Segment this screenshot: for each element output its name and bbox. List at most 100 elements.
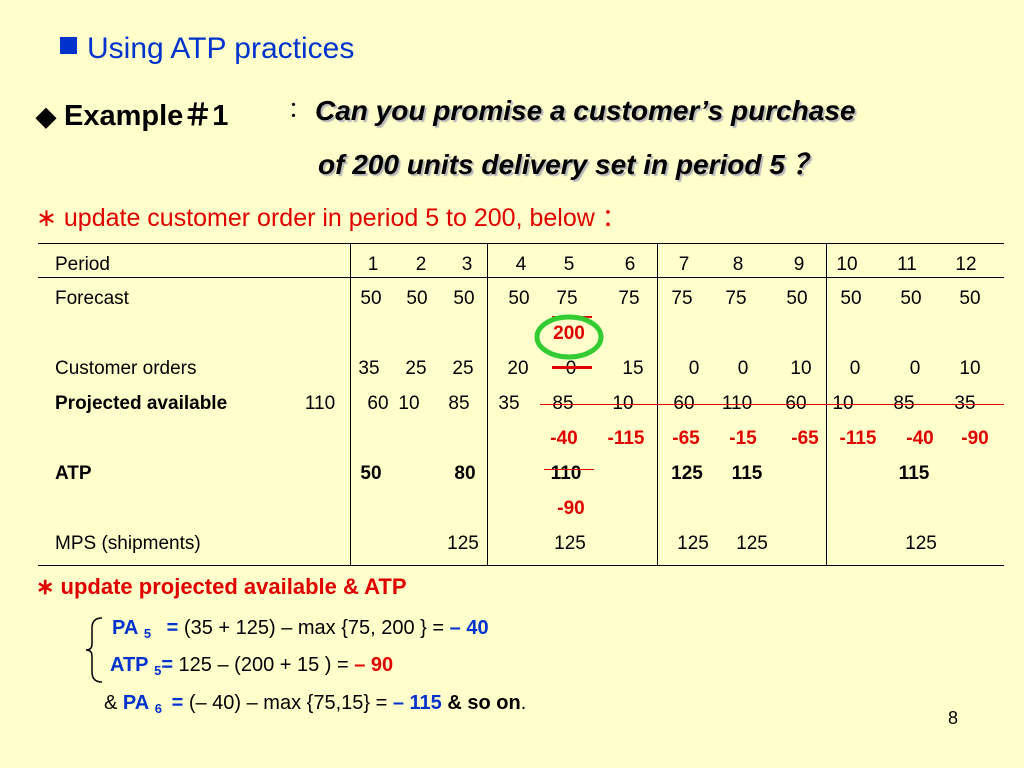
row-label-period: Period — [55, 254, 110, 275]
projected-updated-cell: -40 — [906, 428, 934, 449]
customer-order-cell: 10 — [790, 358, 812, 379]
period-cell: 8 — [732, 254, 744, 275]
slide-title-text: Using ATP practices — [87, 32, 355, 65]
equation-pa5: PA 5 = (35 + 125) – max {75, 200 } = – 4… — [112, 617, 489, 641]
forecast-cell: 75 — [671, 288, 693, 309]
projected-updated-cell: -15 — [729, 428, 757, 449]
customer-order-cell: 0 — [737, 358, 749, 379]
forecast-cell: 50 — [406, 288, 428, 309]
customer-order-cell: 25 — [405, 358, 427, 379]
square-bullet-icon — [60, 37, 77, 54]
eq-equals: = — [161, 654, 173, 676]
projected-cell: 110 — [721, 393, 753, 414]
mps-cell: 125 — [554, 533, 586, 554]
projected-cell: 35 — [498, 393, 520, 414]
atp-strike — [544, 469, 594, 470]
atp-cell: 50 — [360, 463, 382, 484]
eq-period: . — [520, 692, 527, 714]
projected-cell: 85 — [448, 393, 470, 414]
update-note-1: ∗ update customer order in period 5 to 2… — [36, 204, 627, 232]
period-cell: 9 — [793, 254, 805, 275]
projected-cell: 10 — [832, 393, 854, 414]
eq-result: – 90 — [354, 654, 394, 676]
projected-cell: 85 — [552, 393, 574, 414]
projected-updated-cell: -115 — [839, 428, 877, 449]
mps-cell: 125 — [736, 533, 768, 554]
eq-body: (35 + 125) – max {75, 200 } = — [178, 617, 450, 639]
forecast-cell: 50 — [840, 288, 862, 309]
example-label-text: Example＃1 — [64, 100, 229, 132]
period-cell: 4 — [515, 254, 527, 275]
customer-order-cell: 0 — [566, 358, 577, 380]
eq-body: 125 – (200 + 15 ) = — [173, 654, 355, 676]
eq-equals: = — [166, 617, 179, 639]
eq-result: – 40 — [449, 617, 489, 639]
table-top-rule — [38, 243, 1004, 244]
period-cell: 1 — [367, 254, 379, 275]
col-divider — [350, 243, 351, 565]
atp-cell: 80 — [454, 463, 476, 484]
table-bottom-rule — [38, 565, 1004, 566]
example-label: ◆ Example＃1 — [36, 92, 228, 134]
left-brace-icon — [85, 617, 103, 683]
projected-cell: 10 — [612, 393, 634, 414]
equation-pa6: & PA 6 = (– 40) – max {75,15} = – 115 & … — [104, 692, 526, 716]
projected-cell: 85 — [893, 393, 915, 414]
customer-order-cell: 10 — [959, 358, 981, 379]
forecast-cell: 75 — [556, 288, 578, 309]
forecast-cell: 75 — [618, 288, 640, 309]
atp-cell: 115 — [731, 463, 763, 484]
projected-updated-cell: -90 — [961, 428, 989, 449]
projected-updated-cell: -40 — [550, 428, 578, 449]
projected-cell: 35 — [954, 393, 976, 414]
update-note-2: ∗ update projected available & ATP — [36, 574, 407, 599]
question-line-2: of 200 units delivery set in period 5 ？ — [318, 149, 821, 180]
customer-order-cell: 20 — [507, 358, 529, 379]
question-line-1: Can you promise a customer’s purchase — [315, 95, 856, 126]
period-cell: 5 — [563, 254, 575, 275]
customer-order-cell: 15 — [622, 358, 644, 379]
equation-atp5: ATP 5= 125 – (200 + 15 ) = – 90 — [110, 654, 393, 678]
atp-cell: 125 — [671, 463, 703, 484]
atp-update-cell: -90 — [557, 498, 585, 519]
projected-cell: 60 — [367, 393, 389, 414]
slide-title: Using ATP practices — [60, 32, 354, 66]
forecast-cell: 50 — [508, 288, 530, 309]
highlight-circle — [534, 314, 604, 360]
forecast-cell: 50 — [453, 288, 475, 309]
period-cell: 10 — [836, 254, 858, 275]
eq-result: – 115 — [392, 692, 442, 714]
projected-updated-cell: -65 — [672, 428, 700, 449]
projected-cell: 60 — [673, 393, 695, 414]
example-colon: ： — [288, 97, 311, 122]
eq-amp: & — [104, 692, 123, 714]
projected-cell: 10 — [398, 393, 420, 414]
row-label-mps: MPS (shipments) — [55, 533, 201, 554]
period-cell: 12 — [955, 254, 977, 275]
eq-atp-label: ATP — [110, 654, 149, 676]
table-header-rule — [38, 277, 1004, 278]
atp-cell: 115 — [898, 463, 930, 484]
eq-tail: & so on — [441, 692, 521, 714]
customer-order-cell: 0 — [909, 358, 921, 379]
forecast-cell: 75 — [725, 288, 747, 309]
projected-updated-cell: -115 — [607, 428, 645, 449]
customer-order-cell: 0 — [688, 358, 700, 379]
mps-cell: 125 — [677, 533, 709, 554]
customer-order-cell: 35 — [358, 358, 380, 379]
eq-equals: = — [171, 692, 184, 714]
eq-pa-sub: 5 — [143, 626, 152, 641]
initial-projected-cell: 110 — [304, 393, 336, 414]
period-cell: 7 — [678, 254, 690, 275]
page-number: 8 — [948, 708, 959, 728]
eq-body: (– 40) – max {75,15} = — [183, 692, 393, 714]
period-cell: 3 — [461, 254, 473, 275]
row-label-atp: ATP — [55, 463, 92, 484]
eq-pa-label: PA — [122, 692, 150, 714]
projected-strike — [540, 404, 1004, 405]
projected-updated-cell: -65 — [791, 428, 819, 449]
eq-pa-sub: 6 — [154, 701, 163, 716]
row-label-customer-orders: Customer orders — [55, 358, 197, 379]
row-label-projected-available: Projected available — [55, 393, 228, 414]
col-divider — [487, 243, 488, 565]
